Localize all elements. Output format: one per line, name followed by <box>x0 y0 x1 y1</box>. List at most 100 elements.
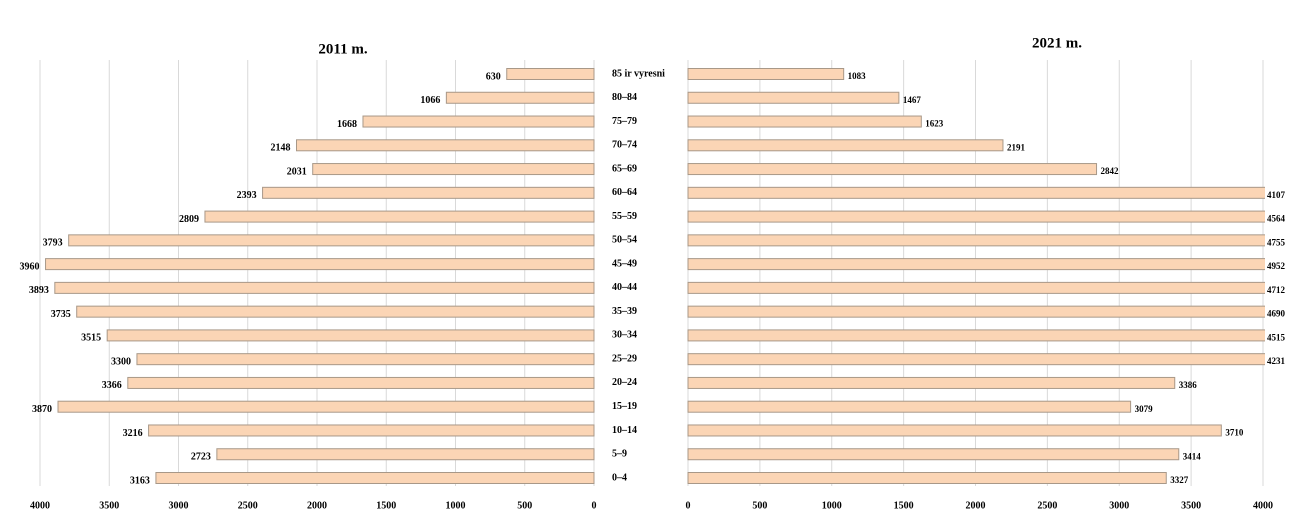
bar <box>687 91 900 104</box>
data-label: 3735 <box>51 309 71 320</box>
data-label: 3216 <box>123 428 143 439</box>
bar <box>127 376 595 389</box>
category-label: 0–4 <box>612 472 627 483</box>
data-label: 2191 <box>1007 142 1026 152</box>
bar <box>687 234 1265 247</box>
bars <box>687 68 1265 484</box>
bar <box>687 163 1098 176</box>
x-tick-label: 1500 <box>894 500 914 511</box>
bar <box>687 139 1004 152</box>
bar <box>687 448 1180 461</box>
x-tick-label: 0 <box>686 500 691 511</box>
data-label: 3710 <box>1225 428 1244 438</box>
bar <box>148 424 595 437</box>
bar <box>687 353 1265 366</box>
data-label: 630 <box>486 71 501 82</box>
bar <box>687 424 1222 437</box>
bar <box>155 472 595 484</box>
data-label: 1623 <box>925 119 944 129</box>
x-tick-label: 500 <box>752 500 767 511</box>
data-label: 3960 <box>20 261 40 272</box>
data-label: 3366 <box>102 380 122 391</box>
category-label: 75–79 <box>612 116 637 127</box>
bar <box>106 329 595 342</box>
category-label: 30–34 <box>612 330 637 341</box>
x-tick-label: 3000 <box>1109 500 1129 511</box>
bar <box>687 376 1176 389</box>
category-label: 50–54 <box>612 235 637 246</box>
x-tick-label: 500 <box>517 500 532 511</box>
chart-title: 2011 m. <box>318 41 367 57</box>
data-label: 2031 <box>287 166 307 177</box>
bar <box>687 400 1132 413</box>
data-label: 3793 <box>43 238 63 249</box>
data-label: 2393 <box>237 190 257 201</box>
x-tick-label: 2000 <box>966 500 986 511</box>
bar <box>687 472 1167 484</box>
x-tick-label: 3500 <box>99 500 119 511</box>
data-label: 3893 <box>29 285 49 296</box>
category-label: 70–74 <box>612 140 637 151</box>
bar <box>687 210 1265 223</box>
bar <box>362 115 595 128</box>
data-label: 3079 <box>1135 404 1154 414</box>
bar <box>687 305 1265 318</box>
x-tick-label: 2500 <box>238 500 258 511</box>
bar <box>687 258 1265 271</box>
x-tick-label: 4000 <box>1253 500 1273 511</box>
data-label: 3386 <box>1179 380 1198 390</box>
x-tick-label: 2000 <box>307 500 327 511</box>
data-label: 3300 <box>111 356 131 367</box>
data-label: 4107 <box>1267 190 1286 200</box>
data-label: 3515 <box>81 333 101 344</box>
bar <box>687 186 1265 199</box>
data-label: 4564 <box>1267 214 1286 224</box>
x-tick-label: 3000 <box>169 500 189 511</box>
data-label: 4712 <box>1267 285 1286 295</box>
bar <box>506 68 595 80</box>
data-label: 3870 <box>32 404 52 415</box>
data-label: 1083 <box>848 71 867 81</box>
data-label: 4515 <box>1267 332 1286 342</box>
bar <box>54 281 595 294</box>
x-tick-label: 1500 <box>376 500 396 511</box>
bar <box>76 305 595 318</box>
data-label: 2842 <box>1101 166 1120 176</box>
category-label: 55–59 <box>612 211 637 222</box>
bar <box>687 68 845 80</box>
category-label: 5–9 <box>612 449 627 460</box>
category-label: 20–24 <box>612 377 637 388</box>
x-tick-label: 2500 <box>1037 500 1057 511</box>
data-label: 2723 <box>191 452 211 463</box>
bar <box>68 234 595 247</box>
data-label: 2809 <box>179 214 199 225</box>
category-label: 80–84 <box>612 92 637 103</box>
category-label: 40–44 <box>612 282 637 293</box>
data-label: 3414 <box>1183 451 1202 461</box>
category-label: 10–14 <box>612 425 637 436</box>
category-label: 35–39 <box>612 306 637 317</box>
category-label: 65–69 <box>612 163 637 174</box>
data-label: 3163 <box>130 475 150 486</box>
bar <box>296 139 595 152</box>
category-label: 25–29 <box>612 353 637 364</box>
data-label: 1066 <box>420 95 440 106</box>
data-label: 3327 <box>1170 475 1189 485</box>
category-label: 85 ir vyresni <box>612 68 665 79</box>
bar <box>262 186 595 199</box>
bar <box>687 115 922 128</box>
x-tick-label: 3500 <box>1181 500 1201 511</box>
bar <box>45 258 595 271</box>
bar <box>687 329 1265 342</box>
data-label: 1668 <box>337 119 357 130</box>
bar <box>216 448 595 461</box>
category-label: 15–19 <box>612 401 637 412</box>
bars <box>45 68 595 484</box>
data-label: 4755 <box>1267 237 1286 247</box>
data-label: 4231 <box>1267 356 1286 366</box>
bar <box>204 210 595 223</box>
data-label: 4952 <box>1267 261 1286 271</box>
x-tick-label: 1000 <box>446 500 466 511</box>
x-tick-label: 4000 <box>30 500 50 511</box>
bar <box>445 91 595 104</box>
